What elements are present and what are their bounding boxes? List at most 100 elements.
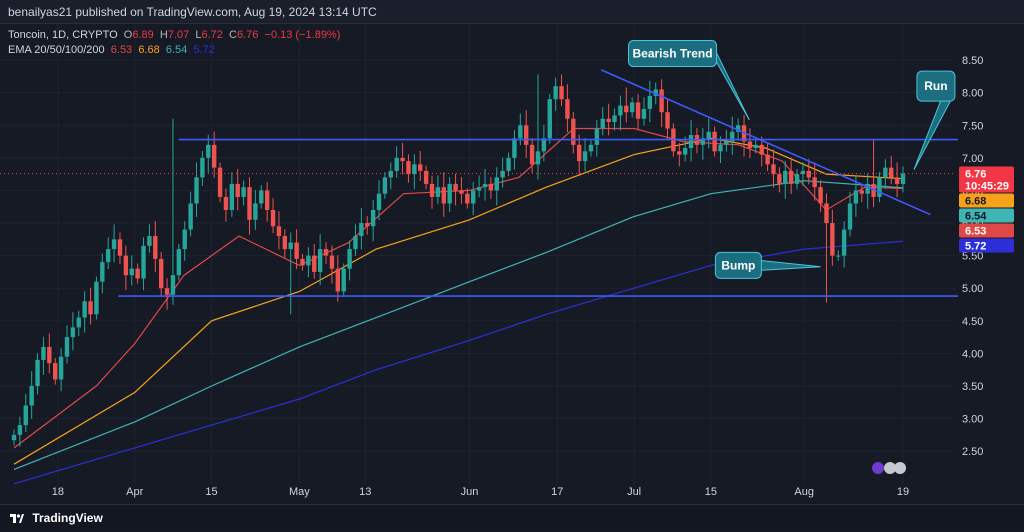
- candle-body[interactable]: [111, 239, 117, 250]
- candle-body[interactable]: [606, 118, 611, 122]
- candle-body[interactable]: [476, 187, 482, 191]
- candle-body[interactable]: [588, 144, 594, 152]
- candle-body[interactable]: [665, 112, 670, 129]
- candle-body[interactable]: [365, 223, 370, 227]
- candle-body[interactable]: [247, 187, 252, 220]
- candle-body[interactable]: [29, 386, 34, 406]
- candle-body[interactable]: [518, 125, 523, 139]
- candle-body[interactable]: [253, 203, 258, 220]
- ema-label[interactable]: EMA 20/50/100/200: [8, 44, 105, 56]
- candle-body[interactable]: [600, 118, 605, 129]
- candle-body[interactable]: [288, 242, 293, 250]
- candle-body[interactable]: [282, 236, 288, 250]
- candle-body[interactable]: [270, 210, 276, 227]
- candle-body[interactable]: [329, 255, 335, 269]
- candle-body[interactable]: [512, 138, 517, 158]
- candle-body[interactable]: [747, 141, 753, 149]
- candle-body[interactable]: [353, 236, 358, 250]
- candle-body[interactable]: [82, 301, 87, 318]
- candle-body[interactable]: [241, 187, 246, 197]
- candle-body[interactable]: [453, 183, 458, 191]
- candle-body[interactable]: [123, 255, 129, 276]
- candle-body[interactable]: [370, 210, 376, 227]
- candle-body[interactable]: [682, 148, 688, 155]
- candle-body[interactable]: [718, 144, 723, 152]
- symbol-label[interactable]: Toncoin, 1D, CRYPTO: [8, 29, 118, 41]
- candle-body[interactable]: [900, 173, 906, 184]
- candle-body[interactable]: [553, 86, 558, 100]
- candle-body[interactable]: [11, 434, 17, 441]
- candle-body[interactable]: [88, 301, 93, 315]
- candle-body[interactable]: [618, 105, 623, 116]
- event-flag-us-icon[interactable]: [884, 462, 897, 474]
- candle-body[interactable]: [859, 190, 864, 194]
- candle-body[interactable]: [788, 170, 794, 184]
- candle-body[interactable]: [306, 255, 311, 266]
- candle-body[interactable]: [459, 190, 464, 194]
- candle-body[interactable]: [394, 157, 399, 171]
- candle-body[interactable]: [76, 317, 81, 328]
- bearish-trend-line[interactable]: [600, 69, 931, 216]
- candle-body[interactable]: [624, 105, 629, 113]
- candle-body[interactable]: [706, 131, 711, 139]
- candle-body[interactable]: [23, 405, 28, 426]
- candle-body[interactable]: [500, 170, 505, 178]
- candle-body[interactable]: [659, 89, 664, 113]
- candle-body[interactable]: [471, 190, 476, 204]
- candle-body[interactable]: [217, 167, 223, 197]
- candle-body[interactable]: [812, 177, 817, 188]
- candle-body[interactable]: [153, 236, 158, 259]
- candle-body[interactable]: [429, 183, 435, 197]
- candle-body[interactable]: [158, 258, 164, 289]
- candle-body[interactable]: [41, 346, 46, 360]
- candle-body[interactable]: [423, 170, 429, 184]
- candle-body[interactable]: [535, 151, 541, 165]
- candle-body[interactable]: [182, 229, 187, 250]
- candle-body[interactable]: [17, 425, 23, 435]
- candle-body[interactable]: [894, 177, 900, 184]
- candle-body[interactable]: [406, 161, 411, 175]
- candle-body[interactable]: [147, 236, 152, 246]
- candle-body[interactable]: [629, 102, 635, 113]
- callout-box[interactable]: [714, 251, 762, 279]
- candle-body[interactable]: [194, 177, 199, 204]
- chart-area[interactable]: Bearish TrendRunBump8.508.007.507.006.50…: [0, 24, 1024, 504]
- candle-body[interactable]: [335, 268, 341, 292]
- candle-body[interactable]: [765, 154, 770, 165]
- candle-body[interactable]: [847, 203, 853, 230]
- callout-box[interactable]: [628, 40, 718, 68]
- candle-body[interactable]: [759, 144, 764, 155]
- candle-body[interactable]: [200, 157, 205, 178]
- candle-body[interactable]: [382, 177, 388, 194]
- candle-body[interactable]: [677, 151, 682, 155]
- candle-body[interactable]: [806, 170, 812, 178]
- candle-body[interactable]: [341, 268, 346, 292]
- candle-body[interactable]: [359, 223, 364, 237]
- candle-body[interactable]: [576, 144, 582, 162]
- candle-body[interactable]: [264, 190, 270, 210]
- brand-name[interactable]: TradingView: [32, 511, 103, 525]
- candle-body[interactable]: [105, 249, 111, 263]
- candle-body[interactable]: [164, 288, 170, 295]
- candle-body[interactable]: [58, 356, 64, 380]
- candle-body[interactable]: [647, 95, 653, 109]
- candle-body[interactable]: [582, 151, 588, 162]
- candle-body[interactable]: [53, 363, 58, 380]
- candle-body[interactable]: [865, 183, 870, 194]
- candle-body[interactable]: [653, 89, 658, 96]
- price-chart[interactable]: Bearish TrendRunBump8.508.007.507.006.50…: [0, 24, 1024, 504]
- candle-body[interactable]: [547, 99, 552, 139]
- candle-body[interactable]: [541, 138, 547, 152]
- candle-body[interactable]: [830, 223, 835, 256]
- candle-body[interactable]: [435, 187, 441, 197]
- candle-body[interactable]: [700, 138, 706, 145]
- candle-body[interactable]: [524, 125, 529, 145]
- candle-body[interactable]: [70, 327, 76, 338]
- candle-body[interactable]: [488, 183, 494, 191]
- candle-body[interactable]: [412, 164, 417, 175]
- candle-body[interactable]: [783, 170, 788, 184]
- candle-body[interactable]: [294, 242, 299, 259]
- candle-body[interactable]: [565, 99, 570, 119]
- candle-body[interactable]: [94, 281, 99, 315]
- candle-body[interactable]: [871, 183, 876, 197]
